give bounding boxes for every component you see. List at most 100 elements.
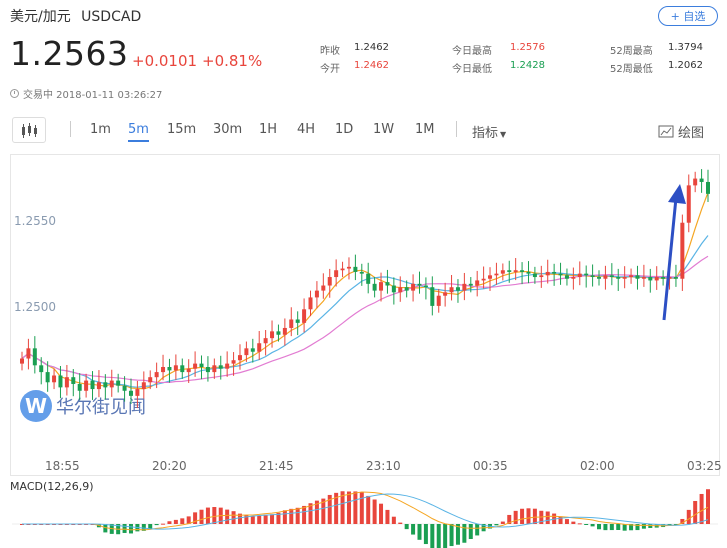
macd-bar bbox=[641, 524, 646, 529]
candle-body bbox=[449, 287, 454, 293]
candle-body bbox=[314, 290, 319, 298]
candle-body bbox=[231, 360, 236, 364]
macd-bar bbox=[193, 512, 198, 524]
macd-bar bbox=[321, 498, 326, 524]
candle-body bbox=[584, 273, 589, 276]
macd-bar bbox=[423, 524, 428, 545]
candle-body bbox=[58, 375, 63, 388]
candle-body bbox=[173, 365, 178, 371]
period-tab-1m[interactable]: 1m bbox=[90, 122, 111, 137]
macd-bar bbox=[366, 495, 371, 524]
period-tab-30m[interactable]: 30m bbox=[213, 122, 243, 137]
period-tab-15m[interactable]: 15m bbox=[167, 122, 197, 137]
macd-bar bbox=[148, 524, 153, 529]
candle-body bbox=[532, 273, 537, 278]
x-tick-label: 23:10 bbox=[366, 459, 401, 473]
macd-bar bbox=[404, 524, 409, 530]
candle-body bbox=[686, 185, 691, 223]
chart-area[interactable] bbox=[10, 154, 720, 476]
candle-body bbox=[635, 275, 640, 279]
macd-bar bbox=[398, 522, 403, 524]
macd-bar bbox=[391, 516, 396, 524]
period-tab-1d[interactable]: 1D bbox=[335, 122, 354, 137]
add-watchlist-button[interactable]: + 自选 bbox=[658, 6, 718, 26]
candle-body bbox=[526, 271, 531, 274]
macd-bar bbox=[455, 524, 460, 545]
pair-code: USDCAD bbox=[81, 9, 142, 25]
candle-body bbox=[353, 266, 358, 272]
trade-status-text: 交易中 2018-01-11 03:26:27 bbox=[23, 90, 163, 101]
trend-arrow bbox=[662, 197, 678, 321]
price-change-percent: +0.81% bbox=[202, 52, 263, 70]
macd-bar bbox=[385, 509, 390, 524]
macd-bar bbox=[180, 518, 185, 524]
candle-body bbox=[122, 385, 127, 391]
macd-bar bbox=[468, 524, 473, 540]
macd-bar bbox=[141, 524, 146, 531]
candle-body bbox=[276, 331, 281, 335]
macd-bar bbox=[263, 514, 268, 524]
macd-bar bbox=[250, 516, 255, 524]
macd-bar bbox=[475, 524, 480, 536]
macd-bar bbox=[212, 507, 217, 524]
drawing-label: 绘图 bbox=[678, 126, 705, 141]
macd-bar bbox=[270, 514, 275, 524]
macd-bar bbox=[635, 524, 640, 531]
candle-body bbox=[558, 273, 563, 276]
candle-body bbox=[270, 331, 275, 339]
drawing-button[interactable]: 绘图 bbox=[658, 122, 704, 141]
caret-down-icon: ▼ bbox=[500, 130, 507, 139]
candle-type-button[interactable] bbox=[12, 117, 46, 143]
pair-title: 美元/加元 USDCAD bbox=[10, 6, 141, 26]
candle-body bbox=[430, 287, 435, 306]
candle-body bbox=[673, 277, 678, 279]
macd-bar bbox=[699, 493, 704, 524]
candle-body bbox=[340, 268, 345, 271]
candle-body bbox=[237, 355, 242, 361]
macd-bar bbox=[513, 510, 518, 524]
price-change: +0.0101 bbox=[132, 52, 198, 70]
indicator-label: 指标 bbox=[472, 126, 499, 141]
candle-body bbox=[282, 327, 287, 335]
period-tab-1w[interactable]: 1W bbox=[373, 122, 395, 137]
candle-body bbox=[218, 365, 223, 369]
macd-bar bbox=[564, 519, 569, 524]
macd-bar bbox=[231, 511, 236, 524]
macd-bar bbox=[205, 507, 210, 524]
candle-body bbox=[84, 380, 89, 391]
macd-bar bbox=[462, 524, 467, 543]
candle-body bbox=[32, 348, 37, 366]
x-tick-label: 20:20 bbox=[152, 459, 187, 473]
stat-value: 1.2576 bbox=[510, 42, 545, 53]
macd-bar bbox=[584, 524, 589, 525]
macd-bar bbox=[346, 491, 351, 524]
candle-body bbox=[411, 283, 416, 291]
drawing-icon bbox=[658, 125, 674, 137]
stat-label: 52周最低 bbox=[610, 64, 653, 75]
candle-body bbox=[507, 270, 512, 272]
ma-line bbox=[21, 255, 709, 384]
macd-bar bbox=[532, 508, 537, 524]
macd-bar bbox=[154, 524, 159, 526]
period-tab-4h[interactable]: 4H bbox=[297, 122, 316, 137]
stat-label: 今开 bbox=[320, 64, 340, 75]
candle-body bbox=[128, 390, 133, 396]
candle-body bbox=[212, 365, 217, 373]
macd-bar bbox=[276, 512, 281, 524]
candle-body bbox=[321, 285, 326, 291]
candle-body bbox=[654, 277, 659, 281]
macd-bar bbox=[629, 524, 634, 531]
stat-value: 1.2462 bbox=[354, 60, 389, 71]
period-tab-1m[interactable]: 1M bbox=[415, 122, 435, 137]
period-tab-1h[interactable]: 1H bbox=[259, 122, 278, 137]
candle-body bbox=[96, 382, 101, 390]
indicator-menu[interactable]: 指标 ▼ bbox=[472, 122, 506, 141]
stat-label: 今日最高 bbox=[452, 46, 492, 57]
candle-body bbox=[26, 348, 31, 359]
macd-bar bbox=[706, 489, 710, 524]
period-tab-5m[interactable]: 5m bbox=[128, 122, 149, 142]
x-tick-label: 18:55 bbox=[45, 459, 80, 473]
candle-body bbox=[77, 383, 82, 391]
candle-body bbox=[64, 377, 69, 388]
